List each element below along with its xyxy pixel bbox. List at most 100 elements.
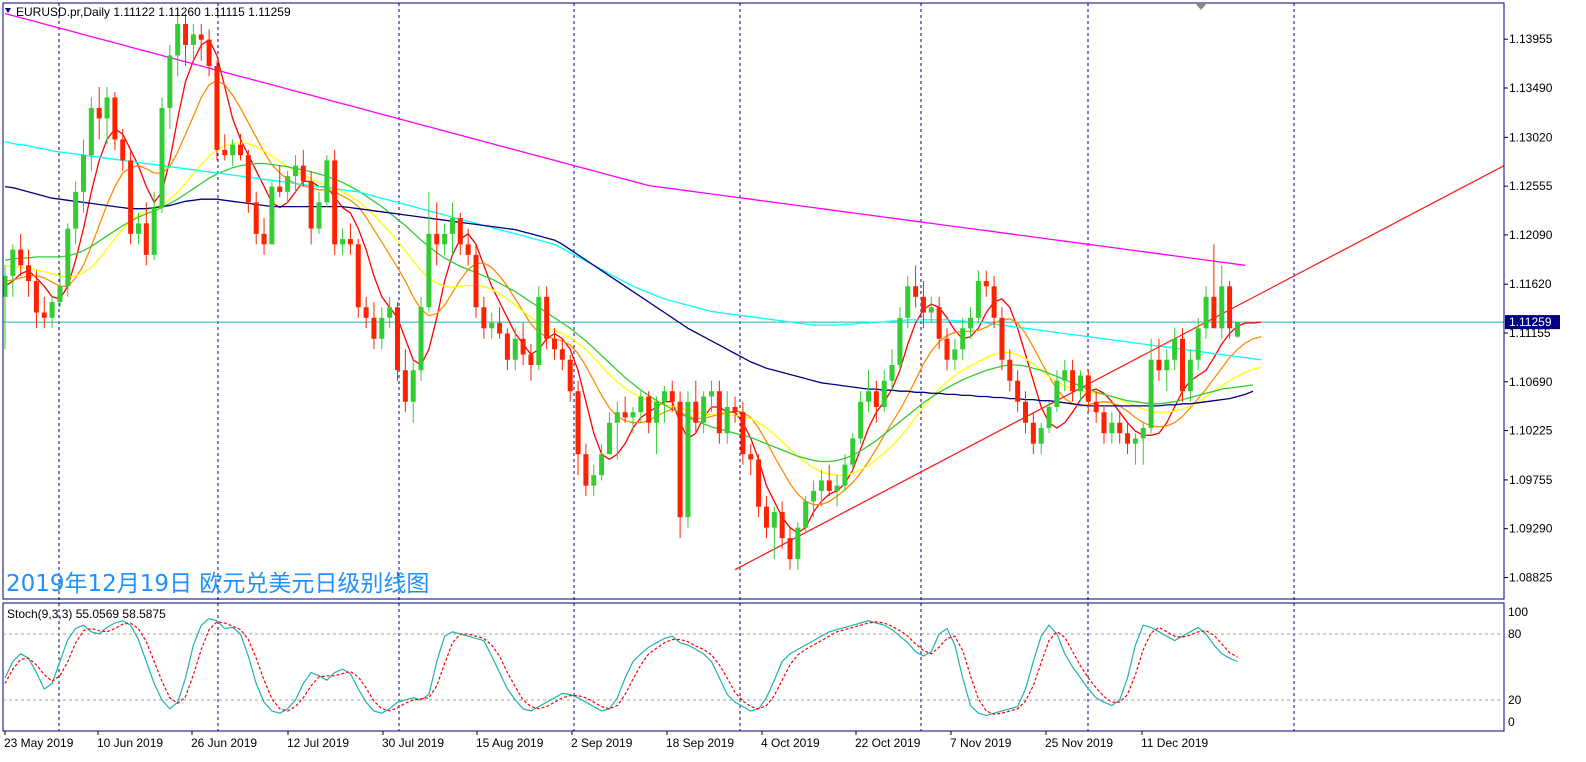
candle: [677, 391, 683, 539]
candle-body: [858, 401, 864, 439]
candle-body: [936, 307, 942, 339]
candle-body: [520, 338, 526, 355]
candle: [591, 464, 597, 497]
candle: [701, 391, 707, 434]
candle: [936, 296, 942, 350]
candle: [1038, 422, 1044, 455]
candle: [277, 165, 283, 198]
candle-body: [669, 391, 675, 402]
candle: [190, 23, 196, 61]
candle: [559, 338, 565, 371]
candle-body: [763, 506, 769, 528]
candle: [1101, 406, 1107, 444]
candle-body: [269, 186, 275, 245]
candle-body: [818, 480, 824, 491]
candle: [1180, 328, 1185, 402]
candle: [1195, 317, 1201, 371]
candle-body: [724, 406, 730, 434]
price-tick-label: 1.10225: [1509, 424, 1553, 438]
candle: [1109, 412, 1115, 444]
candle-body: [159, 107, 165, 208]
candle: [661, 385, 667, 423]
candle: [1211, 244, 1217, 329]
candle-body: [638, 396, 644, 413]
candle-body: [355, 244, 361, 308]
candle-body: [73, 191, 79, 229]
candle: [567, 354, 573, 402]
candle-body: [1038, 427, 1044, 444]
stoch-signal-line: [4, 621, 1238, 715]
candle-body: [952, 349, 958, 360]
chart-shift-marker-icon[interactable]: [1195, 3, 1207, 10]
candle-body: [387, 307, 393, 318]
candle-body: [826, 480, 832, 491]
candle: [112, 92, 118, 150]
candle-body: [434, 233, 440, 245]
candle: [504, 328, 510, 371]
price-tick-label: 1.11155: [1509, 326, 1551, 340]
candle: [866, 370, 871, 413]
candle-body: [960, 328, 966, 350]
candle-body: [402, 370, 408, 402]
time-tick-label: 26 Jun 2019: [191, 736, 257, 750]
candle-body: [1125, 433, 1131, 444]
candle-body: [473, 254, 479, 308]
candle: [850, 433, 856, 470]
candle-body: [143, 223, 149, 255]
candle-body: [606, 422, 612, 455]
candle-body: [371, 317, 377, 339]
candle-body: [135, 223, 141, 234]
stoch-subwindow-frame: [2, 602, 1505, 732]
candle: [49, 296, 55, 329]
candle: [1054, 370, 1060, 413]
candle-body: [2, 275, 8, 297]
candle: [669, 380, 675, 413]
candle: [402, 349, 408, 413]
candle-body: [151, 207, 157, 255]
candle: [73, 181, 79, 245]
candle: [120, 128, 126, 171]
candle: [159, 97, 165, 213]
candle: [779, 501, 785, 549]
candle: [654, 396, 660, 455]
candle: [638, 391, 644, 423]
chart-annotation: 2019年12月19日 欧元兑美元日级别线图: [6, 571, 429, 597]
candle: [1132, 433, 1138, 465]
candle: [756, 454, 762, 518]
candle-body: [850, 438, 856, 465]
candle: [316, 191, 322, 234]
candle: [905, 275, 911, 329]
candle-body: [285, 176, 291, 192]
candle-body: [1077, 375, 1083, 392]
candle: [818, 469, 824, 507]
moving-average-line: [4, 12, 1246, 266]
candle: [418, 296, 424, 381]
candle: [1023, 391, 1028, 434]
chart-menu-triangle-icon[interactable]: [5, 8, 11, 13]
candle-body: [787, 538, 793, 560]
time-tick-label: 15 Aug 2019: [476, 736, 544, 750]
candle-body: [465, 244, 471, 255]
candle: [803, 496, 809, 533]
trendline[interactable]: [734, 165, 1505, 571]
candle-body: [96, 107, 102, 119]
candle-body: [104, 97, 110, 119]
candle-body: [1062, 370, 1068, 381]
candle-body: [536, 296, 542, 366]
candle: [261, 218, 267, 255]
candle-body: [190, 34, 196, 45]
time-tick-label: 2 Sep 2019: [571, 736, 633, 750]
candle-body: [1180, 338, 1185, 392]
candle-body: [905, 286, 911, 318]
candle: [57, 270, 63, 308]
moving-average-line: [4, 185, 1254, 407]
candle: [465, 228, 471, 266]
candle-body: [983, 281, 989, 287]
time-tick-label: 22 Oct 2019: [855, 736, 921, 750]
candle: [960, 317, 966, 360]
stoch-levels: [3, 633, 1504, 701]
candle-body: [803, 501, 809, 528]
